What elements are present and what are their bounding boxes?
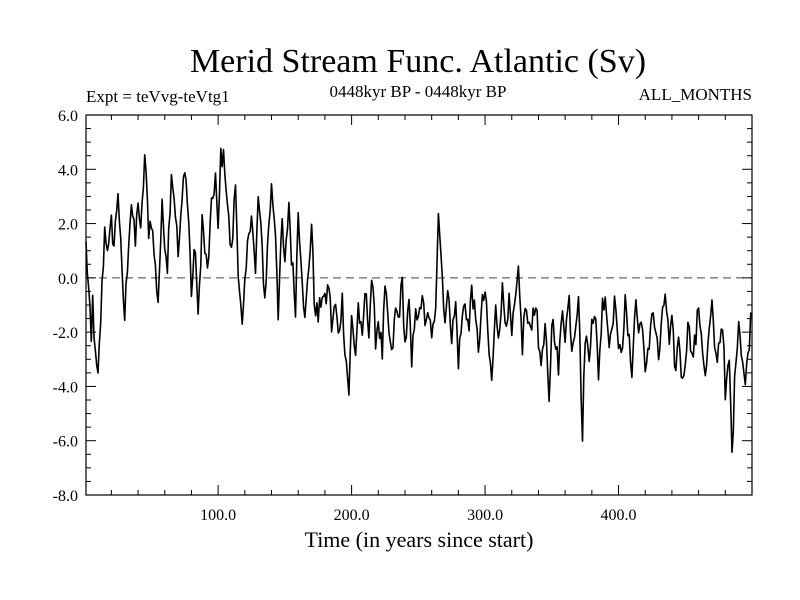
chart-title: Merid Stream Func. Atlantic (Sv) [190, 43, 646, 80]
x-tick-label: 300.0 [467, 507, 503, 524]
y-tick-label: 4.0 [58, 162, 78, 179]
x-tick-label: 200.0 [334, 507, 370, 524]
plot-frame [85, 114, 753, 496]
period-label: 0448kyr BP - 0448kyr BP [330, 82, 507, 101]
months-label: ALL_MONTHS [639, 85, 752, 104]
x-tick-label: 400.0 [601, 507, 637, 524]
y-tick-label: 0.0 [58, 271, 78, 288]
y-tick-label: -4.0 [53, 379, 78, 396]
y-tick-label: 2.0 [58, 217, 78, 234]
x-axis: 100.0 200.0 300.0 400.0 [110, 115, 726, 524]
y-tick-label: -8.0 [53, 488, 78, 505]
y-tick-label: 6.0 [58, 108, 78, 125]
series-line [85, 147, 753, 454]
experiment-label: Expt = teVvg-teVtg1 [86, 87, 230, 106]
y-tick-label: -6.0 [53, 434, 78, 451]
x-tick-label: 100.0 [200, 507, 236, 524]
y-axis: -8.0 -6.0 -4.0 -2.0 0.0 2.0 4.0 6.0 [53, 108, 752, 505]
y-tick-label: -2.0 [53, 325, 78, 342]
x-axis-label: Time (in years since start) [305, 527, 534, 552]
